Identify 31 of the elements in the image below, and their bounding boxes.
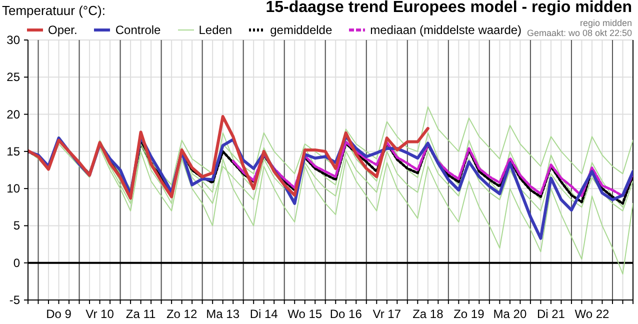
x-tick-label: Za 18 bbox=[412, 307, 444, 321]
x-tick-label: Do 9 bbox=[46, 307, 72, 321]
text: regio midden bbox=[580, 18, 632, 28]
x-tick-label: Do 16 bbox=[330, 307, 362, 321]
legend-label: Controle bbox=[115, 23, 161, 37]
x-tick-label: Wo 22 bbox=[574, 307, 610, 321]
y-tick-label: 10 bbox=[6, 182, 20, 196]
x-tick-label: Ma 13 bbox=[206, 307, 240, 321]
y-tick-label: 30 bbox=[6, 33, 20, 47]
legend-label: Oper. bbox=[48, 23, 78, 37]
x-tick-label: Zo 12 bbox=[166, 307, 198, 321]
x-tick-label: Zo 19 bbox=[454, 307, 485, 321]
x-tick-label: Vr 17 bbox=[372, 307, 402, 321]
y-tick-label: 20 bbox=[6, 107, 20, 122]
y-tick-label: 15 bbox=[6, 144, 20, 158]
x-tick-label: Vr 10 bbox=[86, 307, 114, 321]
x-tick-label: Di 21 bbox=[536, 307, 566, 321]
y-axis-title: Temperatuur (°C): bbox=[2, 3, 106, 18]
y-tick-label: 5 bbox=[13, 218, 20, 233]
x-tick-label: Ma 20 bbox=[493, 307, 527, 321]
x-tick-label: Za 11 bbox=[126, 307, 156, 321]
text: Gemaakt: wo 08 okt 22:50 bbox=[526, 28, 632, 38]
chart-title: 15-daagse trend Europees model - regio midden bbox=[266, 0, 632, 17]
x-tick-label: Di 14 bbox=[250, 307, 278, 321]
y-tick-label: -5 bbox=[9, 293, 20, 307]
legend-label: Leden bbox=[198, 23, 232, 37]
legend-label: gemiddelde bbox=[270, 23, 332, 37]
legend-label: mediaan (middelste waarde) bbox=[370, 23, 522, 37]
x-tick-label: Wo 15 bbox=[288, 307, 322, 321]
y-tick-label: 0 bbox=[13, 256, 20, 270]
y-tick-label: 25 bbox=[6, 70, 20, 84]
